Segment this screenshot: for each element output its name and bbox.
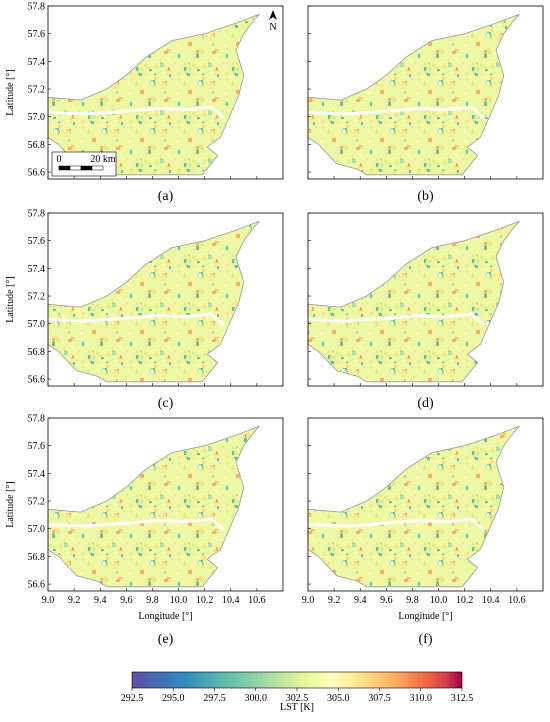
y-tick-label: 57.6: [28, 441, 46, 452]
y-tick-label: 57.2: [28, 292, 46, 303]
map-panel: 56.6 56.8 57.0 57.2 57.4 57.6 57.8 Latitude [°]…: [5, 2, 284, 204]
panel-frame: [47, 5, 284, 180]
y-tick-label: 57.8: [28, 209, 46, 220]
colorbar-tick-label: 310.0: [410, 693, 433, 704]
y-tick-label: 57.8: [28, 414, 46, 425]
map-panel: 56.6 56.8 57.0 57.2 57.4 57.6 57.8 Latitude [°]…: [5, 209, 284, 411]
map-panel: 9.0 9.2 9.4 9.6 9.8 10.0 10.2 10.4 10.6 56.6 56.8 5…: [5, 414, 284, 647]
y-tick-label: 56.6: [28, 375, 46, 386]
colorbar-label: LST [K]: [280, 702, 314, 713]
y-tick-label: 57.6: [28, 29, 46, 40]
north-arrow: [269, 10, 277, 20]
x-tick-label: 10.2: [456, 595, 474, 606]
panel-label: (d): [417, 396, 434, 411]
north-label: N: [269, 22, 276, 33]
y-tick-label: 57.2: [28, 85, 46, 96]
x-tick-label: 10.4: [482, 595, 500, 606]
scale-bar-segment: [58, 165, 71, 171]
x-tick-label: 9.2: [68, 595, 81, 606]
colorbar-tick-label: 307.5: [368, 693, 391, 704]
map-panel: (d): [307, 212, 544, 411]
y-tick-label: 57.0: [28, 524, 46, 535]
panel-frame: [307, 417, 544, 592]
panel-label: (f): [419, 632, 433, 647]
colorbar-tick-label: 297.5: [203, 693, 226, 704]
fjord: [47, 312, 226, 327]
land: [307, 13, 520, 176]
colorbar-tick-label: 305.0: [327, 693, 350, 704]
land: [307, 220, 520, 383]
y-tick-label: 56.6: [28, 580, 46, 591]
y-tick-label: 56.8: [28, 347, 46, 358]
y-tick-label: 57.8: [28, 2, 46, 13]
colorbar-tick-label: 295.0: [162, 693, 185, 704]
land: [47, 13, 260, 176]
x-axis-label: Longitude [°]: [138, 611, 192, 622]
panel-frame: [307, 5, 544, 180]
panel-label: (b): [417, 189, 434, 204]
fjord: [47, 105, 226, 120]
panel-frame: [307, 212, 544, 387]
x-tick-label: 9.6: [120, 595, 133, 606]
land: [307, 425, 520, 588]
panel-label: (a): [158, 189, 174, 204]
y-tick-label: 56.6: [28, 168, 46, 179]
y-tick-label: 56.8: [28, 140, 46, 151]
fjord: [307, 312, 486, 327]
y-tick-label: 57.4: [28, 57, 46, 68]
x-tick-label: 10.0: [170, 595, 188, 606]
x-tick-label: 9.8: [146, 595, 159, 606]
panel-frame: [47, 212, 284, 387]
fjord: [47, 517, 226, 532]
x-tick-label: 9.0: [42, 595, 55, 606]
x-tick-label: 9.4: [94, 595, 107, 606]
x-tick-label: 10.2: [196, 595, 214, 606]
x-axis-label: Longitude [°]: [398, 611, 452, 622]
land: [47, 425, 260, 588]
x-tick-label: 9.8: [406, 595, 419, 606]
y-tick-label: 57.0: [28, 112, 46, 123]
scale-bar-segment: [69, 165, 82, 171]
scale-bar-start: 0: [57, 154, 62, 165]
y-tick-label: 57.6: [28, 236, 46, 247]
y-axis-label: Latitude [°]: [5, 481, 16, 527]
scale-bar-end: 20 km: [90, 154, 116, 165]
y-tick-label: 56.8: [28, 552, 46, 563]
x-tick-label: 10.6: [508, 595, 526, 606]
colorbar-tick-label: 312.5: [451, 693, 474, 704]
x-tick-label: 9.4: [354, 595, 367, 606]
x-tick-label: 9.6: [380, 595, 393, 606]
y-tick-label: 57.0: [28, 319, 46, 330]
x-tick-label: 10.6: [248, 595, 266, 606]
x-tick-label: 10.4: [222, 595, 240, 606]
x-tick-label: 9.0: [302, 595, 315, 606]
panel-frame: [47, 417, 284, 592]
colorbar-tick-label: 292.5: [121, 693, 144, 704]
y-tick-label: 57.2: [28, 497, 46, 508]
fjord: [307, 517, 486, 532]
scale-bar-segment: [91, 165, 104, 171]
colorbar-tick-label: 300.0: [245, 693, 268, 704]
x-tick-label: 9.2: [328, 595, 341, 606]
y-tick-label: 57.4: [28, 469, 46, 480]
panel-label: (e): [158, 632, 174, 647]
colorbar: [131, 671, 463, 689]
x-tick-label: 10.0: [430, 595, 448, 606]
fjord: [307, 105, 486, 120]
y-axis-label: Latitude [°]: [5, 69, 16, 115]
y-tick-label: 57.4: [28, 264, 46, 275]
land: [47, 220, 260, 383]
panel-label: (c): [158, 396, 174, 411]
map-panel: 9.0 9.2 9.4 9.6 9.8 10.0 10.2 10.4 10.6 Longitude…: [302, 417, 544, 647]
scale-bar-segment: [80, 165, 93, 171]
colorbar-tick-label: 302.5: [286, 693, 309, 704]
scale-bar-box: [51, 151, 117, 177]
y-axis-label: Latitude [°]: [5, 276, 16, 322]
map-panel: (b): [307, 5, 544, 204]
